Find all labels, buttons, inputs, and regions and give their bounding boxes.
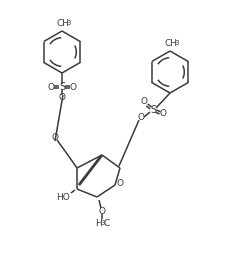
Text: O: O [116,178,123,187]
Text: O: O [59,93,66,102]
Text: C: C [104,218,110,227]
Text: O: O [141,98,148,107]
Text: O: O [47,82,54,92]
Text: O: O [99,207,106,215]
Text: HO: HO [56,193,70,201]
Text: O: O [69,82,76,92]
Text: CH: CH [57,19,69,27]
Text: 3: 3 [67,20,71,26]
Text: S: S [150,105,156,115]
Text: O: O [138,113,145,122]
Text: O: O [160,109,166,118]
Text: H: H [96,218,102,227]
Text: 3: 3 [175,40,179,46]
Text: O: O [52,133,59,142]
Text: S: S [59,82,65,92]
Text: 3: 3 [101,220,105,226]
Text: CH: CH [165,39,178,47]
